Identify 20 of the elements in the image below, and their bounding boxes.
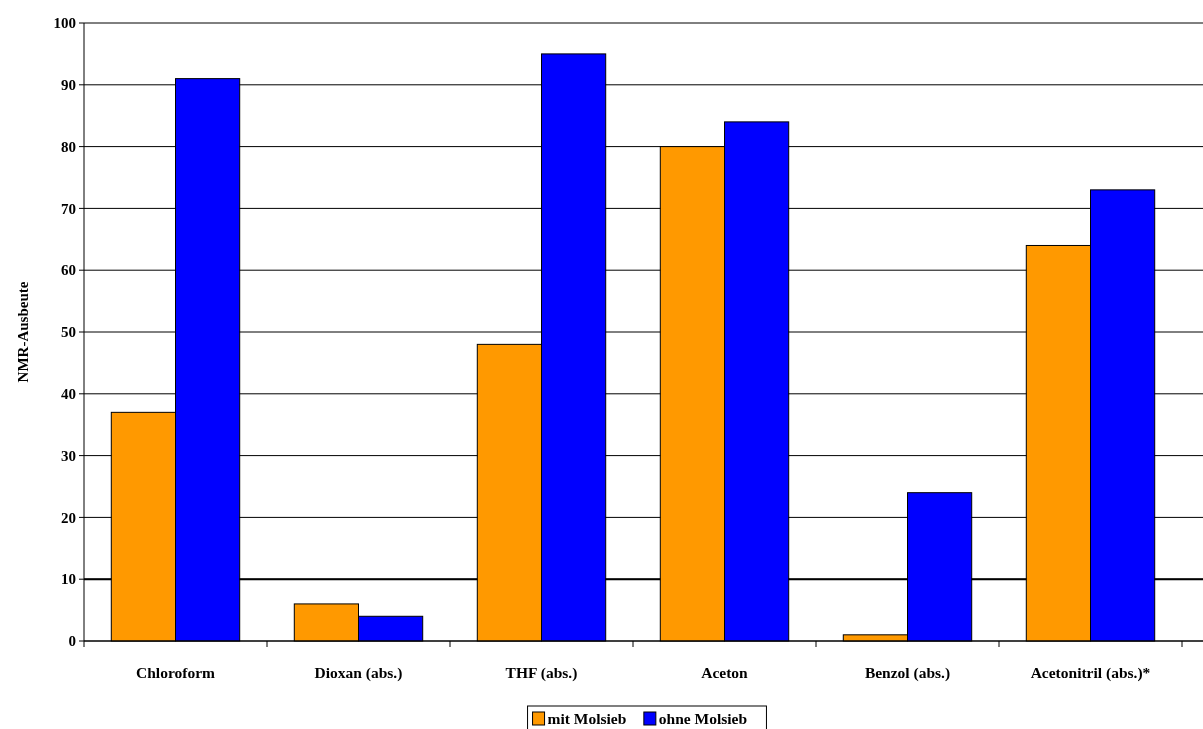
x-tick-label: Acetonitril (abs.)* (1030, 664, 1151, 682)
x-tick-label: Benzol (abs.) (864, 664, 951, 682)
y-tick-label: 100 (53, 15, 76, 32)
y-tick-label: 50 (61, 324, 76, 341)
y-tick-label: 20 (61, 509, 76, 526)
y-tick-label: 80 (61, 138, 76, 155)
legend-label: mit Molsieb (547, 710, 627, 727)
y-tick-label: 30 (61, 447, 76, 464)
x-tick-label: Dioxan (abs.) (314, 664, 403, 682)
y-tick-label: 70 (61, 200, 76, 217)
y-tick-label: 0 (68, 633, 76, 650)
y-tick-label: 40 (61, 386, 76, 403)
x-tick-label: Aceton (701, 664, 749, 681)
y-tick-label: 90 (61, 77, 76, 94)
legend-label: ohne Molsieb (658, 710, 748, 727)
y-axis-title: NMR-Ausbeute (15, 281, 31, 383)
x-tick-label: THF (abs.) (505, 664, 578, 682)
y-tick-label: 60 (61, 262, 76, 279)
x-tick-label: Chloroform (136, 664, 216, 681)
y-tick-label: 10 (61, 571, 76, 588)
